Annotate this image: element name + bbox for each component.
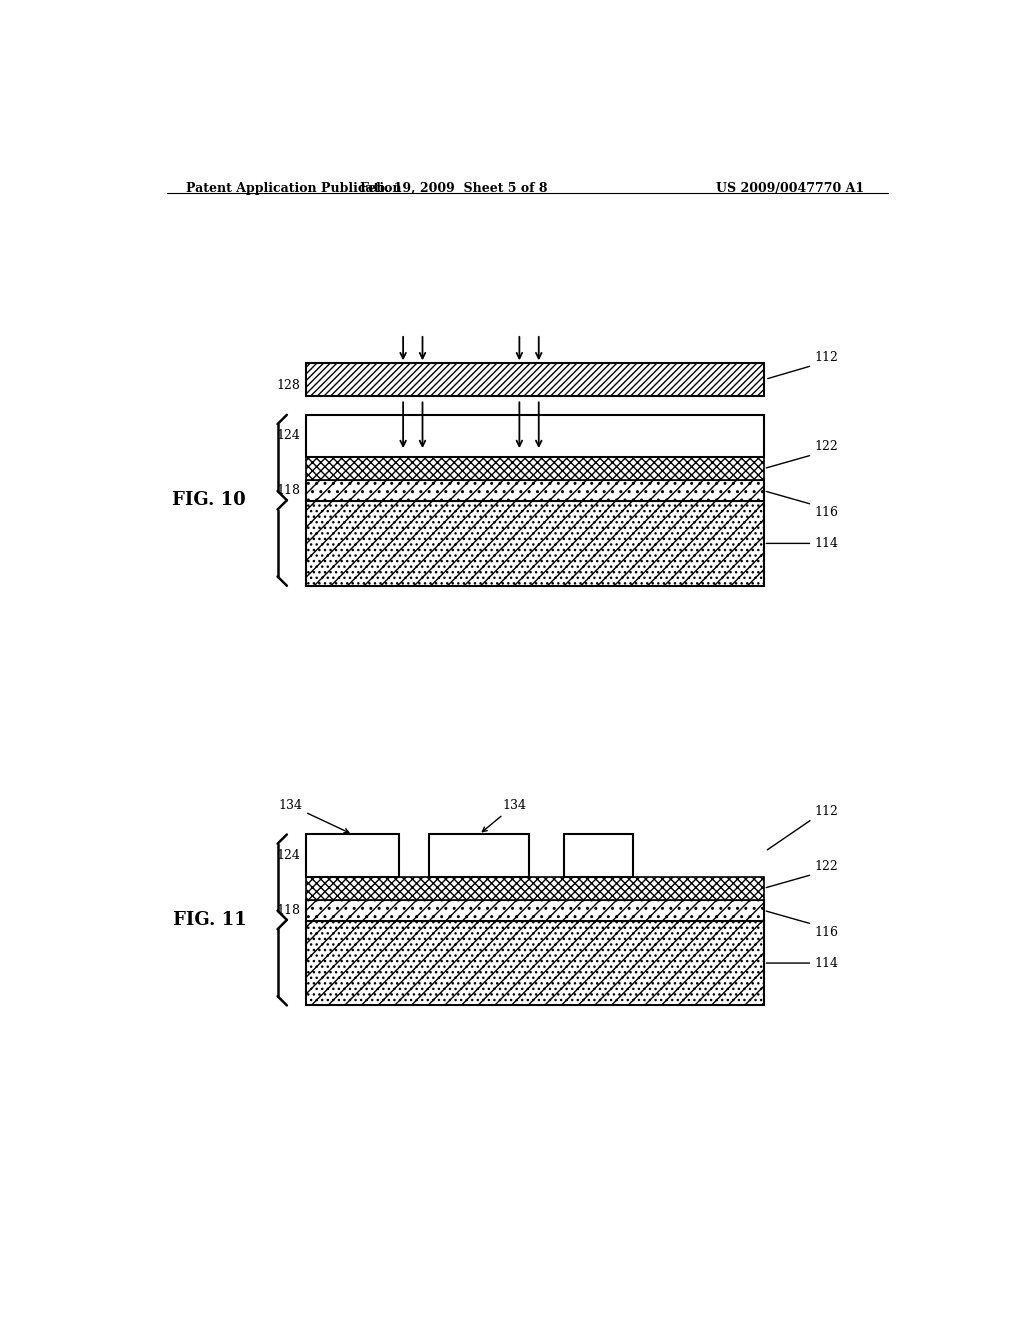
Bar — [306, 921, 764, 1006]
Text: Feb. 19, 2009  Sheet 5 of 8: Feb. 19, 2009 Sheet 5 of 8 — [359, 182, 547, 194]
Bar — [429, 834, 529, 876]
Text: 112: 112 — [815, 804, 839, 817]
Text: 134: 134 — [482, 799, 526, 832]
Bar — [306, 457, 764, 480]
Text: 122: 122 — [815, 441, 839, 453]
Bar — [306, 900, 764, 921]
Text: 116: 116 — [815, 925, 839, 939]
Text: 118: 118 — [276, 904, 300, 917]
Text: 114: 114 — [815, 537, 839, 550]
Text: 134: 134 — [279, 799, 349, 833]
Text: US 2009/0047770 A1: US 2009/0047770 A1 — [716, 182, 864, 194]
Bar — [306, 502, 764, 586]
Text: 114: 114 — [815, 957, 839, 970]
Text: FIG. 11: FIG. 11 — [173, 911, 246, 929]
Bar — [563, 834, 633, 876]
Text: Patent Application Publication: Patent Application Publication — [186, 182, 401, 194]
Text: 118: 118 — [276, 484, 300, 498]
Text: 124: 124 — [276, 429, 300, 442]
Text: 122: 122 — [815, 859, 839, 873]
Bar — [306, 834, 399, 876]
Bar — [306, 363, 764, 396]
Bar — [306, 480, 764, 502]
Text: 112: 112 — [815, 351, 839, 364]
Text: 124: 124 — [276, 849, 300, 862]
Text: 128: 128 — [276, 379, 300, 392]
Text: FIG. 10: FIG. 10 — [172, 491, 246, 510]
Bar — [306, 876, 764, 900]
Text: 116: 116 — [815, 506, 839, 519]
Bar — [306, 414, 764, 457]
